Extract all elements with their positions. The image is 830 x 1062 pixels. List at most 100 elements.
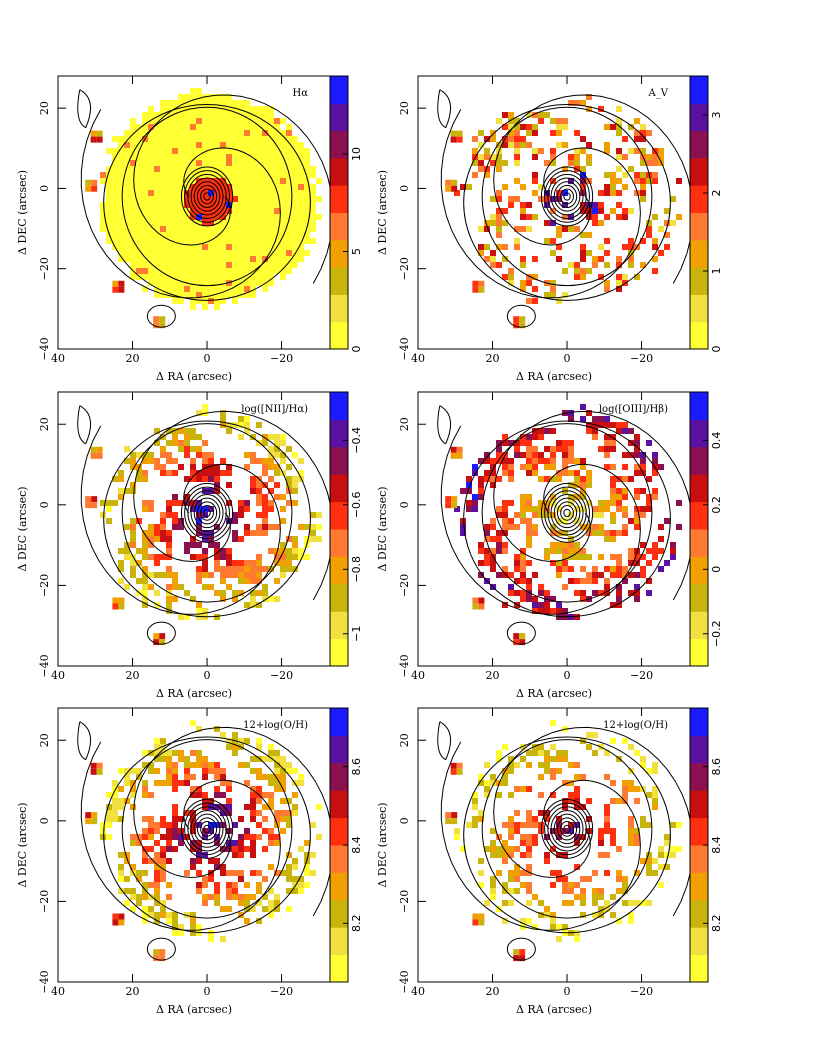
map-pixel [568, 458, 574, 464]
map-pixel [178, 834, 184, 840]
map-pixel [286, 220, 292, 226]
map-pixel [652, 792, 658, 798]
map-pixel [280, 256, 286, 262]
map-pixel [184, 226, 190, 232]
map-pixel [154, 142, 160, 148]
map-pixel [532, 822, 538, 828]
map-pixel [202, 292, 208, 298]
map-pixel [262, 136, 268, 142]
map-pixel [514, 822, 520, 828]
y-tick-label: −20 [398, 257, 411, 280]
map-pixel [142, 178, 148, 184]
map-pixel [136, 154, 142, 160]
map-pixel [214, 726, 220, 732]
map-pixel [520, 548, 526, 554]
map-pixel [514, 118, 520, 124]
map-pixel [640, 178, 646, 184]
map-pixel [514, 124, 520, 130]
map-pixel [610, 828, 616, 834]
map-pixel [190, 828, 196, 834]
map-pixel [478, 560, 484, 566]
map-pixel [520, 506, 526, 512]
map-pixel [202, 530, 208, 536]
map-pixel [526, 440, 532, 446]
map-pixel [142, 578, 148, 584]
map-pixel [628, 476, 634, 482]
colorbar-band [690, 714, 708, 723]
map-pixel [538, 434, 544, 440]
map-pixel [112, 238, 118, 244]
map-pixel [190, 172, 196, 178]
map-pixel [274, 118, 280, 124]
map-pixel [118, 816, 124, 822]
map-pixel [652, 542, 658, 548]
map-pixel [502, 774, 508, 780]
map-pixel [658, 882, 664, 888]
map-pixel [556, 768, 562, 774]
map-pixel [184, 274, 190, 280]
map-pixel [298, 524, 304, 530]
panel-title: 12+log(O/H) [243, 720, 308, 731]
map-pixel [310, 172, 316, 178]
map-pixel [598, 554, 604, 560]
map-pixel [616, 572, 622, 578]
map-pixel [106, 184, 112, 190]
map-pixel [472, 494, 478, 500]
map-pixel [556, 244, 562, 250]
map-pixel [202, 298, 208, 304]
map-pixel [124, 148, 130, 154]
map-pixel [592, 894, 598, 900]
map-pixel [142, 750, 148, 756]
map-pixel [196, 726, 202, 732]
map-pixel [268, 250, 274, 256]
map-pixel [478, 130, 484, 136]
map-pixel [142, 214, 148, 220]
map-pixel [244, 280, 250, 286]
map-pixel [610, 536, 616, 542]
map-pixel [196, 822, 202, 828]
contour [133, 410, 330, 601]
map-pixel [172, 774, 178, 780]
map-pixel [154, 130, 160, 136]
map-pixel [112, 780, 118, 786]
x-axis-label: Δ RA (arcsec) [516, 370, 592, 383]
map-pixel [256, 768, 262, 774]
contour [547, 806, 587, 852]
map-pixel [196, 554, 202, 560]
map-pixel [502, 780, 508, 786]
map-pixel [562, 924, 568, 930]
map-pixel [280, 244, 286, 250]
map-pixel [568, 822, 574, 828]
map-pixel [220, 262, 226, 268]
map-pixel [526, 142, 532, 148]
map-pixel [244, 762, 250, 768]
map-pixel [250, 452, 256, 458]
map-pixel [106, 232, 112, 238]
map-pixel [526, 822, 532, 828]
map-pixel [580, 476, 586, 482]
map-pixel [544, 906, 550, 912]
map-pixel [262, 256, 268, 262]
map-pixel [634, 596, 640, 602]
map-pixel [520, 256, 526, 262]
map-pixel [214, 124, 220, 130]
contour [103, 736, 311, 934]
map-pixel [172, 202, 178, 208]
y-tick-label: −20 [38, 257, 51, 280]
map-pixel [514, 810, 520, 816]
map-pixel [202, 464, 208, 470]
map-pixel [628, 256, 634, 262]
map-pixel [652, 214, 658, 220]
map-pixel [490, 518, 496, 524]
map-pixel [166, 428, 172, 434]
map-pixel [316, 524, 322, 530]
map-pixel [160, 858, 166, 864]
colorbar-band [330, 508, 348, 516]
map-pixel [220, 202, 226, 208]
map-pixel [262, 470, 268, 476]
map-pixel [274, 130, 280, 136]
map-pixel [502, 256, 508, 262]
map-pixel [472, 597, 479, 604]
map-pixel [292, 172, 298, 178]
map-pixel [118, 768, 124, 774]
